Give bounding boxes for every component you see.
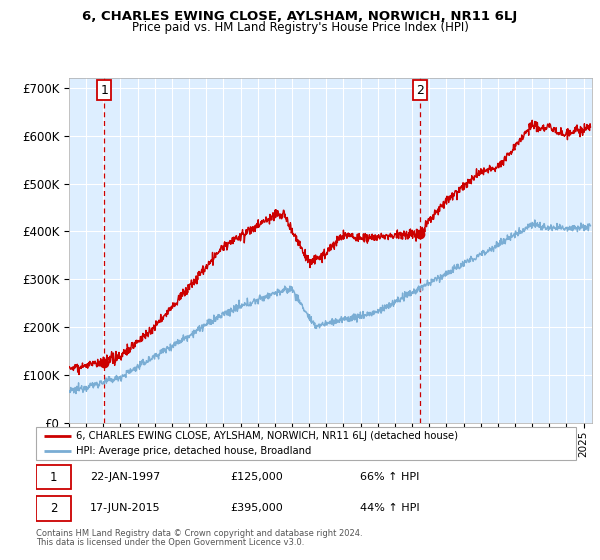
Text: £395,000: £395,000 [230, 503, 283, 514]
Text: Contains HM Land Registry data © Crown copyright and database right 2024.: Contains HM Land Registry data © Crown c… [36, 529, 362, 538]
FancyBboxPatch shape [36, 496, 71, 521]
Text: 6, CHARLES EWING CLOSE, AYLSHAM, NORWICH, NR11 6LJ (detached house): 6, CHARLES EWING CLOSE, AYLSHAM, NORWICH… [77, 431, 458, 441]
Text: £125,000: £125,000 [230, 472, 283, 482]
Text: Price paid vs. HM Land Registry's House Price Index (HPI): Price paid vs. HM Land Registry's House … [131, 21, 469, 34]
Text: 2: 2 [416, 83, 424, 96]
Text: 44% ↑ HPI: 44% ↑ HPI [360, 503, 419, 514]
Text: This data is licensed under the Open Government Licence v3.0.: This data is licensed under the Open Gov… [36, 538, 304, 547]
Text: HPI: Average price, detached house, Broadland: HPI: Average price, detached house, Broa… [77, 446, 312, 456]
Text: 6, CHARLES EWING CLOSE, AYLSHAM, NORWICH, NR11 6LJ: 6, CHARLES EWING CLOSE, AYLSHAM, NORWICH… [82, 10, 518, 23]
FancyBboxPatch shape [36, 465, 71, 489]
FancyBboxPatch shape [36, 427, 576, 460]
Text: 17-JUN-2015: 17-JUN-2015 [90, 503, 161, 514]
Text: 1: 1 [100, 83, 108, 96]
Text: 2: 2 [50, 502, 58, 515]
Text: 66% ↑ HPI: 66% ↑ HPI [360, 472, 419, 482]
Text: 22-JAN-1997: 22-JAN-1997 [90, 472, 160, 482]
Text: 1: 1 [50, 470, 58, 483]
